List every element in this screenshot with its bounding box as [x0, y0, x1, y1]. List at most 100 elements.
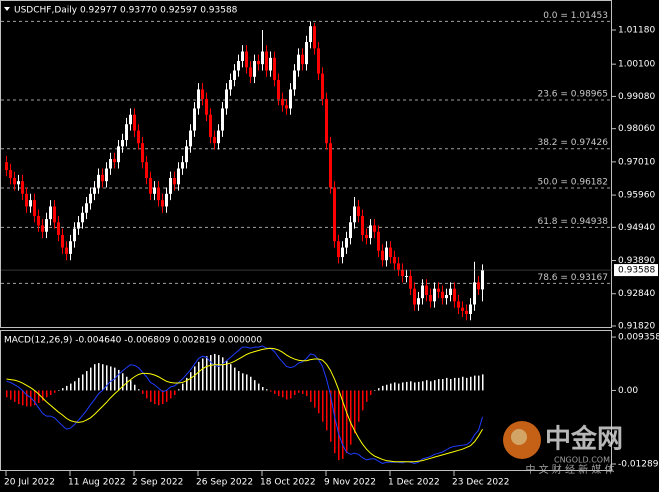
macd-histogram-bar — [294, 390, 296, 395]
macd-histogram-bar — [166, 390, 168, 402]
candle-body — [309, 26, 312, 43]
macd-histogram-bar — [42, 390, 44, 401]
macd-histogram-bar — [286, 390, 288, 400]
macd-histogram-bar — [210, 355, 212, 391]
candle-body — [241, 51, 244, 61]
candle-body — [333, 187, 336, 242]
candle-body — [157, 187, 160, 201]
macd-histogram-bar — [126, 376, 128, 391]
macd-histogram-bar — [146, 390, 148, 399]
candle-body — [257, 60, 260, 65]
macd-histogram-bar — [318, 390, 320, 414]
macd-histogram-bar — [230, 364, 232, 391]
y-tick-label: 1.00100 — [618, 60, 655, 70]
macd-histogram-bar — [58, 390, 60, 391]
macd-histogram-bar — [94, 364, 96, 391]
macd-histogram-bar — [342, 390, 344, 459]
candle-body — [277, 79, 280, 99]
candle-body — [113, 159, 116, 163]
candle-body — [417, 298, 420, 305]
fibo-label: 50.0 = 0.96182 — [537, 178, 608, 188]
macd-histogram-bar — [14, 390, 16, 402]
macd-histogram-bar — [222, 357, 224, 391]
candle-body — [409, 276, 412, 289]
macd-histogram-bar — [30, 390, 32, 407]
candle-body — [265, 51, 268, 71]
candle-body — [421, 285, 424, 299]
macd-histogram-bar — [454, 377, 456, 391]
macd-histogram-bar — [338, 390, 340, 461]
candle-body — [97, 174, 100, 188]
candle-body — [437, 288, 440, 292]
macd-histogram-bar — [330, 390, 332, 442]
macd-histogram-bar — [382, 385, 384, 391]
macd-histogram-bar — [474, 375, 476, 391]
candle-body — [405, 276, 408, 278]
macd-histogram-bar — [426, 380, 428, 391]
candle-body — [441, 291, 444, 299]
y-tick-label: 0.93890 — [618, 256, 655, 266]
macd-histogram-bar — [46, 390, 48, 398]
main-panel-frame — [0, 0, 612, 328]
macd-histogram-bar — [310, 390, 312, 402]
candle-body — [373, 225, 376, 232]
candle-body — [205, 98, 208, 115]
candle-body — [137, 130, 140, 144]
macd-histogram-bar — [70, 383, 72, 391]
candle-body — [273, 57, 276, 80]
candle-body — [301, 54, 304, 65]
macd-histogram-bar — [314, 390, 316, 408]
macd-histogram-bar — [98, 363, 100, 391]
candle-body — [125, 124, 128, 141]
macd-line — [6, 347, 483, 463]
candle-body — [225, 89, 228, 109]
x-tick-label: 26 Sep 2022 — [196, 478, 253, 488]
macd-histogram-bar — [34, 390, 36, 406]
candle-body — [249, 67, 252, 77]
macd-histogram-bar — [298, 390, 300, 393]
candle-body — [29, 200, 32, 207]
logo-site: CNGOLD.COM — [554, 456, 610, 465]
macd-histogram-bar — [422, 381, 424, 391]
macd-histogram-bar — [62, 388, 64, 391]
x-tick-label: 9 Nov 2022 — [324, 478, 376, 488]
candle-body — [341, 247, 344, 258]
candle-body — [61, 234, 64, 248]
macd-histogram-bar — [478, 375, 480, 391]
watermark: 中金网 CNGOLD.COM 中 文 财 经 新 媒 体 — [503, 421, 623, 476]
macd-histogram-bar — [438, 379, 440, 391]
candle-body — [181, 162, 184, 169]
candle-body — [133, 114, 136, 131]
candle-body — [385, 247, 388, 261]
last-price-label: 0.93588 — [618, 266, 655, 276]
macd-histogram-bar — [78, 377, 80, 391]
macd-histogram-bar — [178, 389, 180, 391]
logo-inner — [511, 429, 527, 445]
macd-histogram-bar — [170, 390, 172, 399]
candle-body — [37, 215, 40, 226]
candle-body — [221, 108, 224, 131]
candle-body — [105, 168, 108, 182]
candle-body — [201, 89, 204, 99]
macd-histogram-bar — [206, 356, 208, 391]
candle-body — [229, 79, 232, 90]
macd-histogram-bar — [154, 390, 156, 405]
macd-histogram-bar — [26, 390, 28, 407]
candle-body — [321, 73, 324, 99]
candle-body — [89, 193, 92, 204]
macd-histogram-bar — [198, 361, 200, 391]
logo-name: 中金网 — [545, 424, 623, 455]
macd-histogram-bar — [362, 390, 364, 411]
candle-body — [149, 177, 152, 194]
macd-histogram-bar — [410, 381, 412, 391]
candle-body — [429, 294, 432, 302]
macd-histogram-bar — [366, 390, 368, 402]
x-tick-label: 23 Dec 2022 — [452, 478, 510, 488]
macd-histogram-bar — [122, 373, 124, 391]
macd-histogram-bar — [66, 385, 68, 391]
macd-histogram-bar — [246, 374, 248, 391]
macd-histogram-bar — [390, 383, 392, 391]
macd-histogram-bar — [254, 380, 256, 391]
y-tick-label: 0.94940 — [618, 223, 655, 233]
macd-histogram-bar — [234, 367, 236, 391]
